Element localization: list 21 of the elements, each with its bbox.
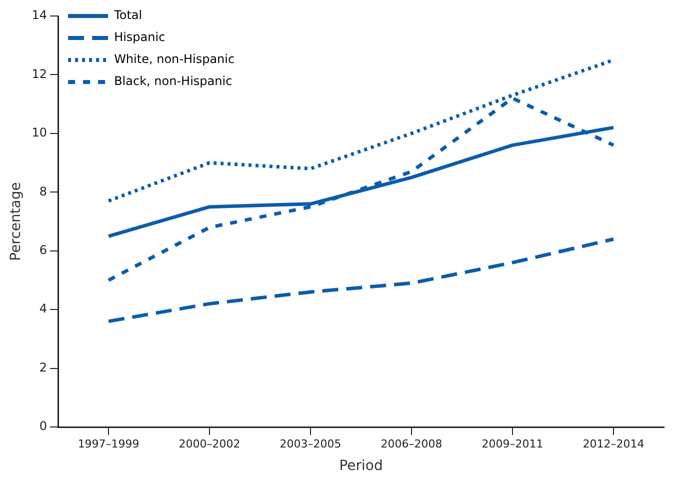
y-tick-label: 10	[32, 126, 48, 140]
legend-label: Black, non-Hispanic	[114, 74, 232, 88]
y-tick-label: 8	[39, 184, 48, 198]
legend-label: Total	[113, 8, 142, 22]
x-axis-title: Period	[339, 458, 383, 474]
y-tick-label: 6	[39, 242, 48, 257]
x-tick-label: 2003–2005	[280, 437, 342, 450]
x-tick-label: 1997–1999	[78, 437, 140, 450]
y-tick-label: 12	[32, 66, 48, 81]
x-tick-label: 2012–2014	[582, 437, 644, 450]
y-tick-label: 4	[39, 302, 48, 316]
x-tick-label: 2006–2008	[380, 437, 442, 450]
legend-label: White, non-Hispanic	[114, 52, 235, 66]
y-tick-label: 0	[39, 419, 48, 434]
x-tick-label: 2009–2011	[482, 437, 544, 450]
legend-label: Hispanic	[114, 30, 166, 44]
y-tick-label: 2	[39, 360, 48, 374]
y-axis-title: Percentage	[8, 182, 24, 261]
y-tick-label: 14	[32, 8, 48, 22]
x-tick-label: 2000–2002	[178, 437, 240, 450]
line-series	[106, 237, 616, 324]
